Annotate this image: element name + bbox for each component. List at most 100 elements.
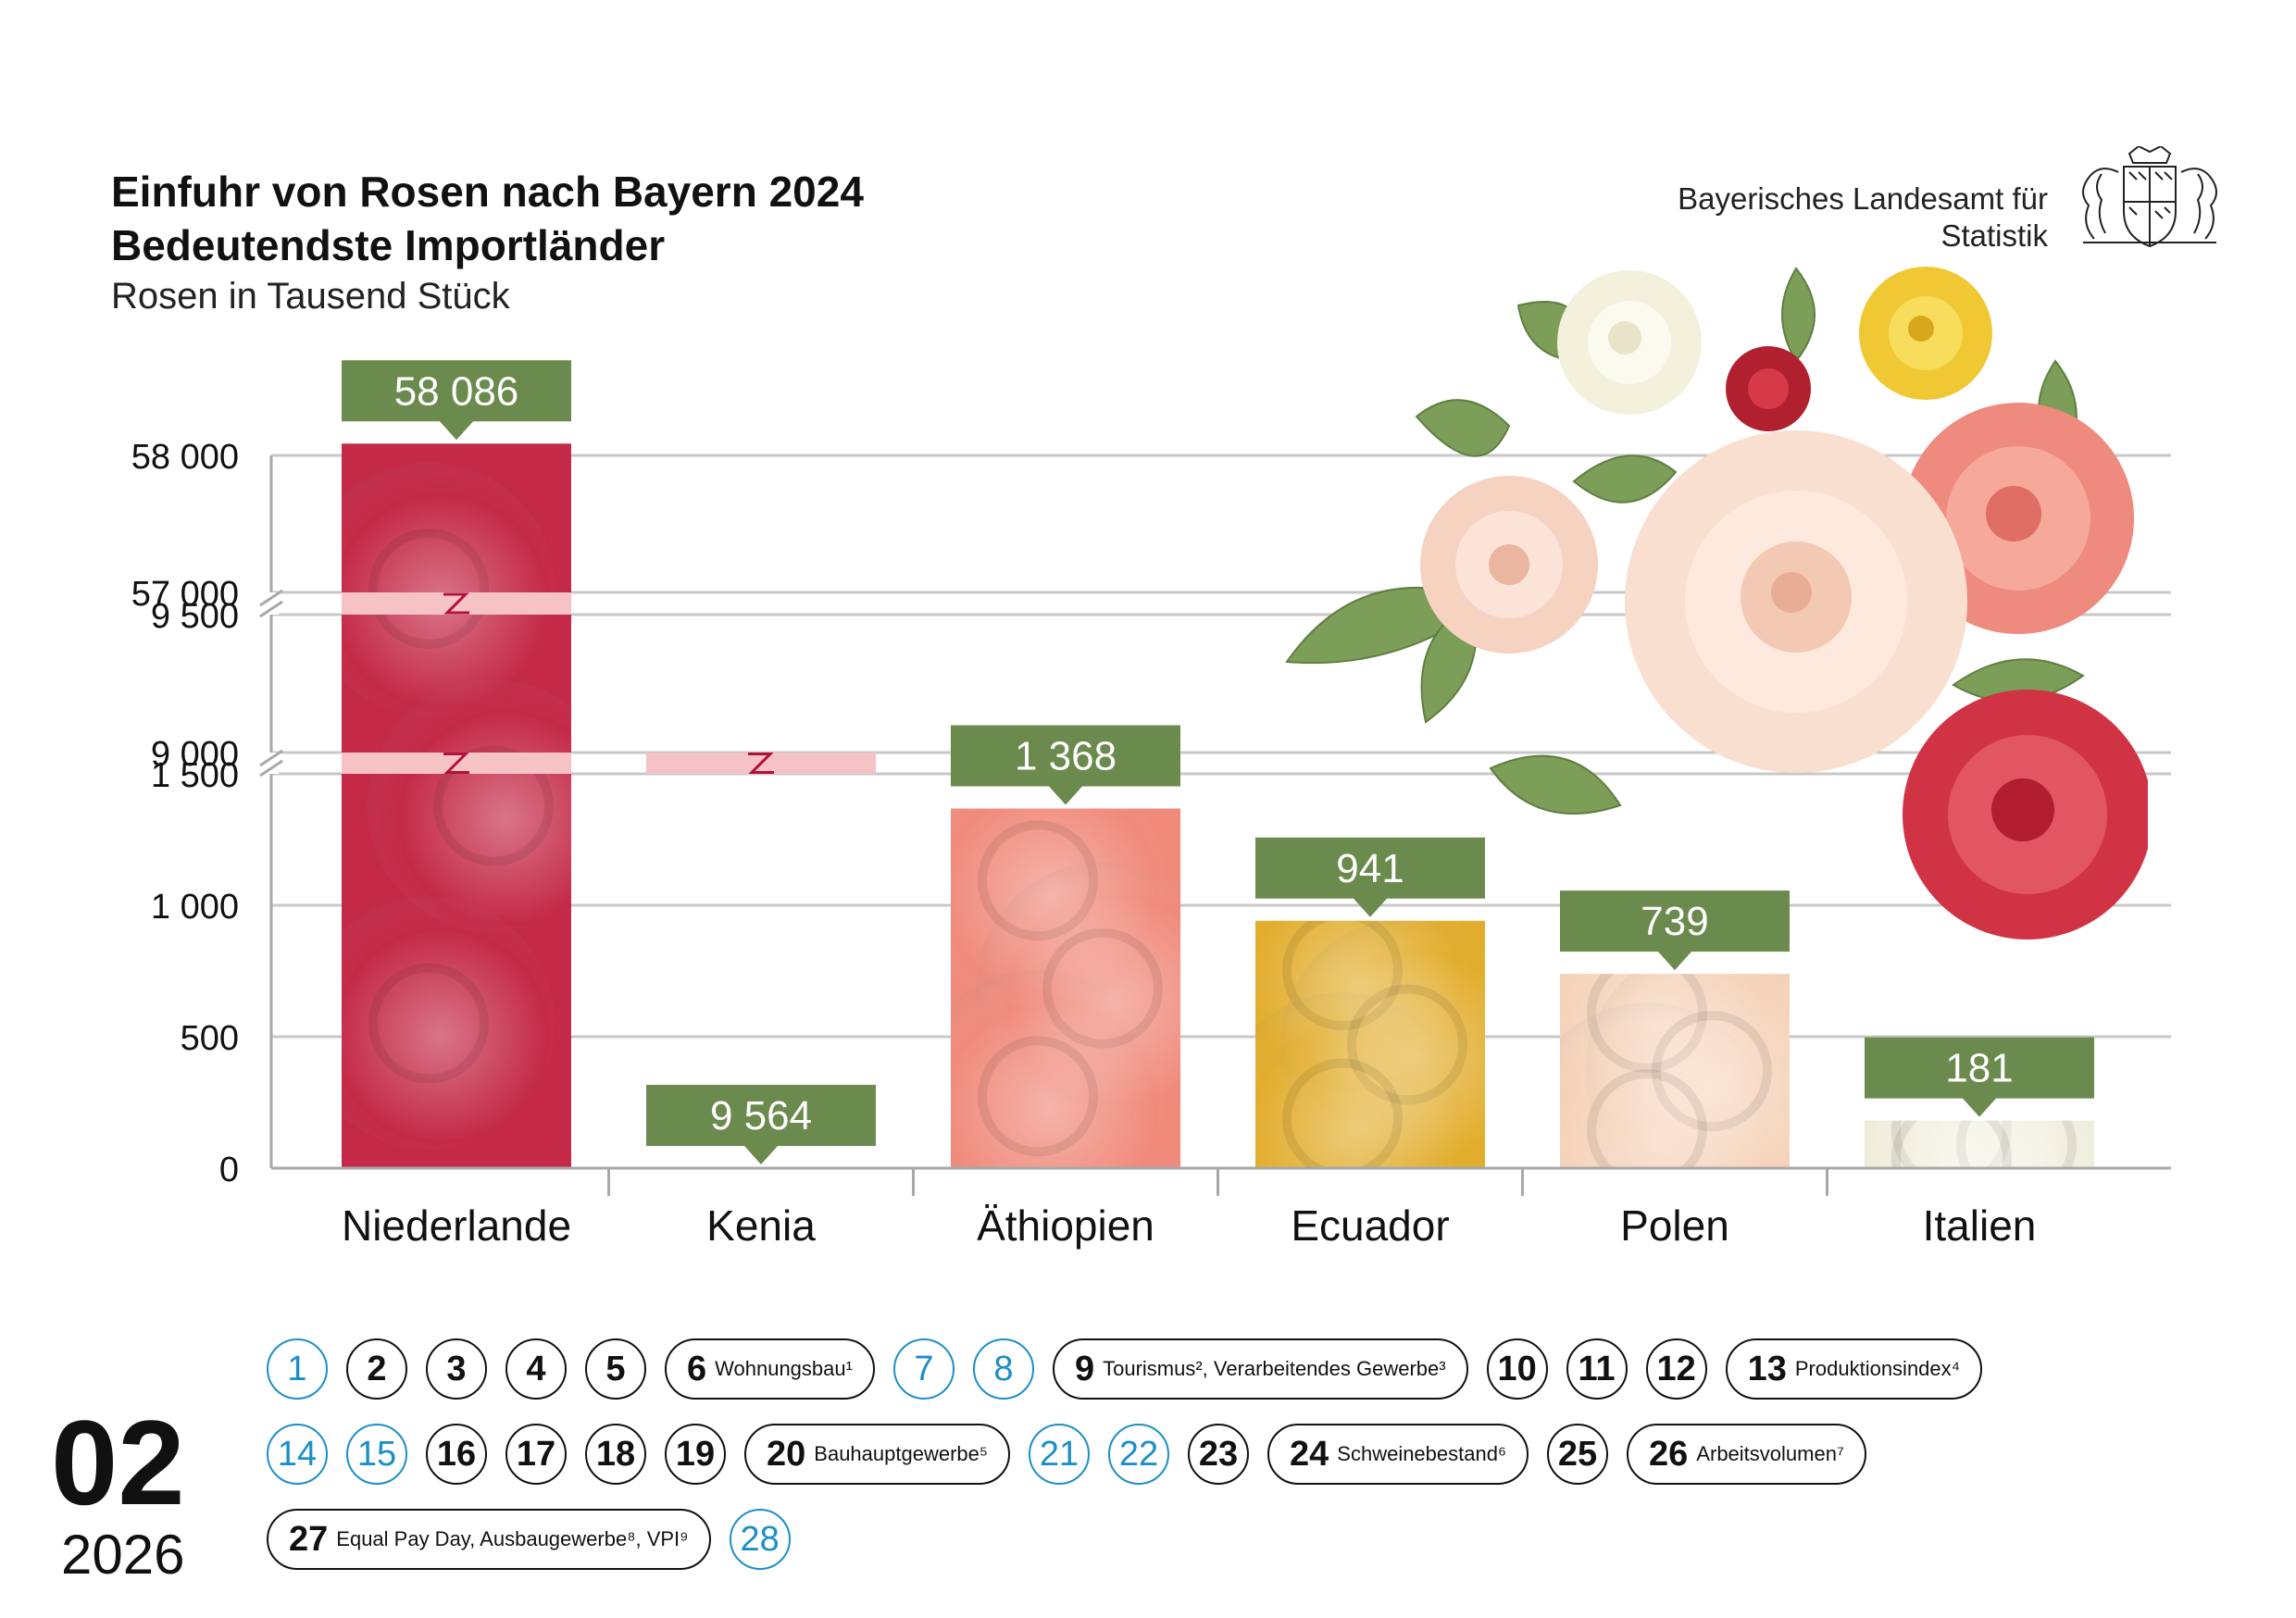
white-rose — [1557, 270, 1702, 415]
svg-text:181: 181 — [1945, 1046, 2013, 1091]
calendar-day-13: 13 Produktionsindex⁴ — [1725, 1338, 1983, 1400]
calendar-day-16: 16 — [426, 1424, 487, 1485]
day-number: 1 — [287, 1349, 307, 1388]
day-number: 25 — [1557, 1434, 1598, 1474]
day-number: 22 — [1118, 1434, 1159, 1474]
day-number: 5 — [605, 1349, 626, 1388]
day-number: 16 — [436, 1434, 477, 1474]
calendar-day-26: 26 Arbeitsvolumen⁷ — [1627, 1424, 1866, 1485]
day-number: 23 — [1198, 1434, 1239, 1474]
calendar-day-27: 27 Equal Pay Day, Ausbaugewerbe⁸, VPI⁹ — [267, 1509, 711, 1570]
y-tick-label: 9 000 — [151, 735, 239, 774]
day-event-label: Produktionsindex⁴ — [1794, 1357, 1961, 1380]
x-category-labels: Niederlande Kenia Äthiopien Ecuador Polen Ita… — [342, 1201, 2036, 1250]
value-label-kenia: 9 564 — [646, 1085, 876, 1164]
day-number: 9 — [1074, 1349, 1095, 1388]
axis-break-mark — [748, 753, 774, 774]
day-event-label: Tourismus², Verarbeitendes Gewerbe³ — [1103, 1357, 1446, 1380]
calendar-day-21: 21 — [1029, 1424, 1090, 1485]
value-label-polen: 739 — [1560, 890, 1790, 971]
chart-title-line1: Einfuhr von Rosen nach Bayern 2024 — [111, 168, 864, 216]
yellow-rose — [1859, 267, 1992, 400]
day-number: 14 — [277, 1434, 318, 1474]
day-number: 17 — [516, 1434, 556, 1474]
calendar-day-15: 15 — [346, 1424, 407, 1485]
bar-niederlande — [342, 443, 571, 1169]
svg-text:1 368: 1 368 — [1015, 733, 1117, 778]
calendar-day-5: 5 — [585, 1338, 646, 1400]
calendar-day-28: 28 — [729, 1509, 791, 1570]
calendar-day-7: 7 — [892, 1338, 955, 1400]
y-tick-label: 1 500 — [151, 756, 239, 795]
bar-polen — [1560, 974, 1790, 1169]
calendar-day-1: 1 — [267, 1338, 328, 1400]
calendar-day-10: 10 — [1486, 1338, 1548, 1400]
axes — [259, 455, 2171, 1196]
value-label-niederlande: 58 086 — [342, 360, 571, 441]
x-label-niederlande: Niederlande — [342, 1201, 571, 1250]
day-number: 20 — [767, 1434, 806, 1474]
bavarian-crest-logo — [2082, 146, 2217, 248]
calendar-day-17: 17 — [505, 1424, 567, 1485]
day-number: 4 — [526, 1349, 546, 1388]
calendar-year: 2026 — [61, 1524, 185, 1586]
y-tick-label: 58 000 — [131, 438, 239, 477]
day-number: 2 — [367, 1349, 387, 1388]
y-tick-label: 500 — [181, 1019, 239, 1058]
x-label-ecuador: Ecuador — [1291, 1201, 1449, 1250]
axis-break-gap — [264, 753, 279, 774]
day-event-label: Arbeitsvolumen⁷ — [1696, 1442, 1844, 1465]
axis-break-slash — [259, 749, 283, 778]
x-label-polen: Polen — [1620, 1201, 1729, 1250]
peach-rose-small — [1420, 476, 1598, 653]
axis-break-mark — [443, 592, 469, 615]
svg-text:739: 739 — [1641, 899, 1708, 944]
calendar-day-18: 18 — [585, 1424, 646, 1485]
calendar-day-12: 12 — [1645, 1338, 1707, 1400]
y-tick-label: 9 500 — [151, 597, 239, 636]
calendar-day-20: 20 Bauhauptgewerbe⁵ — [744, 1424, 1010, 1485]
day-number: 11 — [1578, 1349, 1616, 1388]
calendar-day-4: 4 — [505, 1338, 567, 1400]
bar-ecuador — [1255, 920, 1485, 1168]
day-event-label: Equal Pay Day, Ausbaugewerbe⁸, VPI⁹ — [336, 1527, 689, 1550]
calendar-day-19: 19 — [665, 1424, 726, 1485]
axis-break-gap — [264, 592, 279, 615]
day-number: 27 — [289, 1519, 329, 1559]
svg-text:941: 941 — [1336, 846, 1404, 891]
day-number: 21 — [1039, 1434, 1079, 1474]
x-label-italien: Italien — [1923, 1201, 2037, 1250]
bar-italien — [1865, 1120, 2094, 1168]
calendar-day-25: 25 — [1547, 1424, 1609, 1485]
day-number: 8 — [993, 1349, 1014, 1388]
calendar-day-6: 6 Wohnungsbau¹ — [665, 1338, 875, 1400]
bars — [342, 443, 2094, 1169]
office-name-line1: Bayerisches Landesamt für — [1678, 181, 2048, 216]
day-number: 12 — [1656, 1349, 1696, 1388]
value-label-italien: 181 — [1865, 1037, 2094, 1117]
day-number: 26 — [1649, 1434, 1689, 1474]
calendar-day-24: 24 Schweinebestand⁶ — [1267, 1424, 1529, 1485]
day-number: 28 — [740, 1519, 780, 1559]
day-number: 15 — [356, 1434, 397, 1474]
x-label-äthiopien: Äthiopien — [977, 1201, 1154, 1250]
small-red-rose — [1726, 346, 1811, 431]
calendar-day-23: 23 — [1188, 1424, 1249, 1485]
value-labels: 58 086 9 564 1 368 941 739 181 — [342, 360, 2094, 1164]
day-event-label: Bauhauptgewerbe⁵ — [814, 1442, 988, 1465]
calendar-day-14: 14 — [267, 1424, 328, 1485]
value-label-ecuador: 941 — [1255, 837, 1485, 917]
day-number: 7 — [914, 1349, 934, 1388]
calendar-day-2: 2 — [346, 1338, 407, 1400]
axis-breaks — [342, 592, 876, 774]
large-red-rose — [1903, 690, 2148, 940]
calendar-day-9: 9 Tourismus², Verarbeitendes Gewerbe³ — [1052, 1338, 1468, 1400]
day-number: 3 — [446, 1349, 467, 1388]
calendar-day-11: 11 — [1566, 1338, 1628, 1400]
day-number: 10 — [1497, 1349, 1537, 1388]
svg-text:58 086: 58 086 — [394, 368, 519, 414]
rose-bouquet-illustration — [1285, 267, 2148, 940]
axis-break-mark — [443, 753, 469, 774]
